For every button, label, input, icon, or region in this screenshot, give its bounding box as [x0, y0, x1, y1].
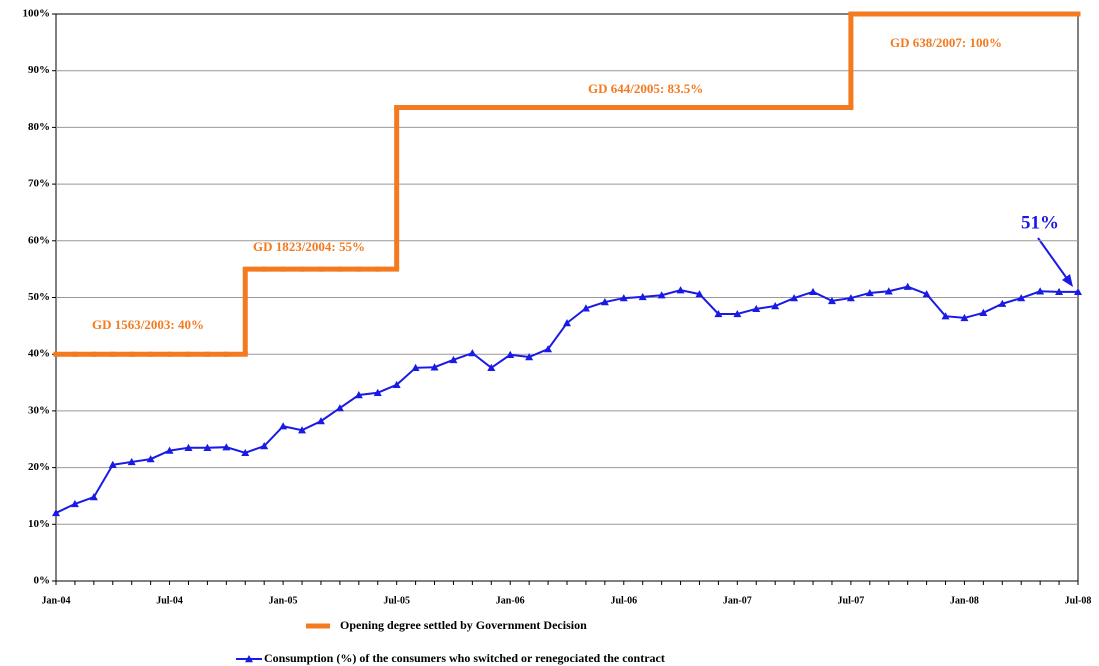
point [184, 443, 193, 451]
point [279, 422, 288, 430]
point [979, 308, 988, 317]
point [695, 290, 704, 298]
point [411, 363, 420, 372]
legend-marker [245, 655, 253, 663]
point [960, 313, 969, 322]
point [676, 286, 685, 294]
point [525, 353, 534, 361]
point [108, 460, 117, 468]
point [1074, 287, 1082, 296]
point [581, 304, 590, 312]
point [70, 499, 79, 508]
point [468, 349, 477, 357]
point [335, 404, 344, 412]
point [241, 448, 250, 457]
point [146, 455, 155, 463]
x-tick-label: Jan-07 [723, 595, 752, 606]
y-tick-label: 70% [28, 178, 50, 190]
x-tick-label: Jul-07 [838, 595, 865, 606]
legend-label: Opening degree settled by Government Dec… [340, 618, 587, 632]
point [714, 309, 723, 318]
point [846, 294, 855, 302]
annotation: GD 1823/2004: 55% [253, 239, 365, 254]
point [884, 287, 893, 295]
point [430, 363, 439, 371]
point [903, 282, 912, 290]
x-tick-label: Jan-04 [42, 595, 71, 606]
point [316, 417, 325, 425]
y-tick-label: 40% [28, 348, 50, 360]
x-tick-label: Jul-08 [1065, 595, 1092, 606]
point [1017, 294, 1026, 302]
point [790, 294, 799, 302]
point [657, 291, 666, 299]
legend-label: Consumption (%) of the consumers who swi… [264, 651, 665, 665]
point [449, 355, 458, 364]
annotation-arrow [1037, 237, 1069, 281]
point [487, 363, 496, 372]
point [752, 304, 761, 313]
annotation: 51% [1021, 212, 1059, 233]
x-tick-label: Jan-05 [269, 595, 298, 606]
point [771, 302, 780, 310]
point [827, 296, 836, 305]
annotation-arrow-head [1062, 274, 1073, 287]
point [733, 309, 742, 318]
point [865, 288, 874, 297]
annotation: GD 638/2007: 100% [890, 35, 1002, 50]
point [1055, 287, 1064, 296]
y-tick-label: 0% [34, 575, 51, 587]
y-tick-label: 60% [28, 234, 50, 246]
x-tick-label: Jan-08 [950, 595, 979, 606]
point [600, 298, 609, 306]
point [354, 391, 363, 399]
x-tick-label: Jul-04 [156, 595, 183, 606]
point [298, 426, 307, 434]
y-tick-label: 10% [28, 518, 50, 530]
point [619, 294, 628, 302]
point [260, 442, 269, 450]
y-tick-label: 90% [28, 64, 50, 76]
y-tick-label: 20% [28, 461, 50, 473]
point [127, 457, 136, 466]
point [506, 350, 515, 358]
point [89, 493, 98, 501]
y-tick-label: 80% [28, 121, 50, 133]
point [392, 380, 401, 389]
annotation: GD 644/2005: 83.5% [588, 81, 703, 96]
y-tick-label: 50% [28, 291, 50, 303]
point [544, 345, 553, 353]
annotation: GD 1563/2003: 40% [92, 317, 204, 332]
x-tick-label: Jul-06 [610, 595, 637, 606]
point [1036, 287, 1045, 295]
point [922, 290, 931, 298]
x-tick-label: Jul-05 [383, 595, 410, 606]
point [373, 388, 382, 396]
point [998, 299, 1007, 307]
point [638, 292, 647, 301]
y-tick-label: 30% [28, 404, 50, 416]
x-tick-label: Jan-06 [496, 595, 525, 606]
point [222, 443, 231, 451]
point [809, 287, 818, 296]
point [941, 312, 950, 320]
point [52, 508, 60, 517]
point [203, 443, 212, 451]
point [165, 446, 174, 454]
point [563, 319, 571, 327]
y-tick-label: 100% [23, 8, 51, 20]
